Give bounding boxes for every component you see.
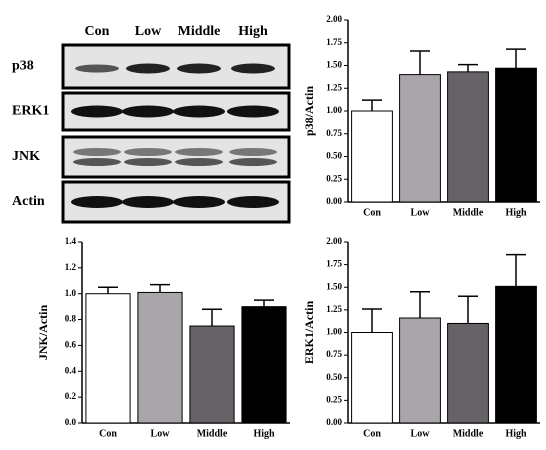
band [175, 148, 223, 156]
blot-bg [61, 135, 291, 179]
y-tick-label: 0.00 [326, 417, 342, 427]
band [122, 105, 174, 118]
y-tick-label: 1.00 [326, 105, 342, 115]
bar [495, 67, 537, 203]
y-axis-label: p38/Actin [302, 86, 316, 136]
band [122, 196, 174, 208]
lane-label: Low [135, 24, 162, 39]
y-tick-label: 0.0 [65, 417, 77, 427]
y-tick-label: 0.50 [326, 151, 342, 161]
y-tick-label: 1.25 [326, 82, 342, 92]
band [177, 63, 221, 74]
y-axis-label: ERK1/Actin [302, 301, 316, 365]
bar [85, 293, 131, 424]
row-label: Actin [12, 194, 45, 209]
band [71, 196, 123, 208]
band [229, 158, 277, 166]
y-tick-label: 0.4 [65, 365, 77, 375]
x-tick-label: Middle [453, 428, 484, 439]
band [73, 148, 121, 156]
band [227, 105, 279, 118]
row-label: ERK1 [12, 104, 49, 119]
band [173, 196, 225, 208]
y-tick-label: 1.00 [326, 327, 342, 337]
bar [351, 332, 393, 424]
y-tick-label: 0.8 [65, 314, 77, 324]
band [124, 158, 172, 166]
bar [495, 285, 537, 424]
row-label: p38 [12, 59, 34, 74]
band [73, 158, 121, 166]
y-tick-label: 2.00 [326, 236, 342, 246]
x-tick-label: High [253, 428, 275, 439]
x-tick-label: Low [411, 428, 431, 439]
band [124, 148, 172, 156]
bar [137, 291, 183, 424]
y-tick-label: 0.25 [326, 173, 342, 183]
row-label: JNK [12, 149, 40, 164]
y-tick-label: 1.50 [326, 60, 342, 70]
y-tick-label: 0.2 [65, 391, 77, 401]
band [71, 105, 123, 118]
x-tick-label: Middle [197, 428, 228, 439]
y-tick-label: 1.75 [326, 259, 342, 269]
band [229, 148, 277, 156]
x-tick-label: Low [411, 207, 431, 218]
bar [189, 325, 235, 424]
y-tick-label: 1.50 [326, 281, 342, 291]
y-tick-label: 2.00 [326, 14, 342, 24]
band [227, 196, 279, 208]
x-tick-label: High [505, 428, 527, 439]
bar [399, 74, 441, 203]
x-tick-label: Con [363, 207, 381, 218]
band [173, 105, 225, 118]
lane-label: Middle [178, 24, 221, 39]
x-tick-label: Con [99, 428, 117, 439]
y-tick-label: 0.6 [65, 339, 77, 349]
lane-label: High [238, 24, 268, 39]
y-tick-label: 1.0 [65, 288, 77, 298]
x-tick-label: Con [363, 428, 381, 439]
lane-label: Con [85, 24, 110, 39]
y-tick-label: 0.00 [326, 196, 342, 206]
y-tick-label: 0.75 [326, 128, 342, 138]
bar [351, 110, 393, 203]
y-tick-label: 1.25 [326, 304, 342, 314]
x-tick-label: Middle [453, 207, 484, 218]
y-tick-label: 1.4 [65, 236, 77, 246]
bar [447, 71, 489, 203]
band [231, 63, 275, 74]
bar [447, 322, 489, 424]
x-tick-label: High [505, 207, 527, 218]
y-tick-label: 1.2 [65, 262, 77, 272]
y-axis-label: JNK/Actin [36, 305, 50, 361]
y-tick-label: 0.25 [326, 394, 342, 404]
y-tick-label: 0.50 [326, 372, 342, 382]
bar [241, 306, 287, 424]
band [126, 63, 170, 74]
band [75, 64, 119, 73]
y-tick-label: 0.75 [326, 349, 342, 359]
bar [399, 317, 441, 424]
x-tick-label: Low [151, 428, 171, 439]
y-tick-label: 1.75 [326, 37, 342, 47]
band [175, 158, 223, 166]
